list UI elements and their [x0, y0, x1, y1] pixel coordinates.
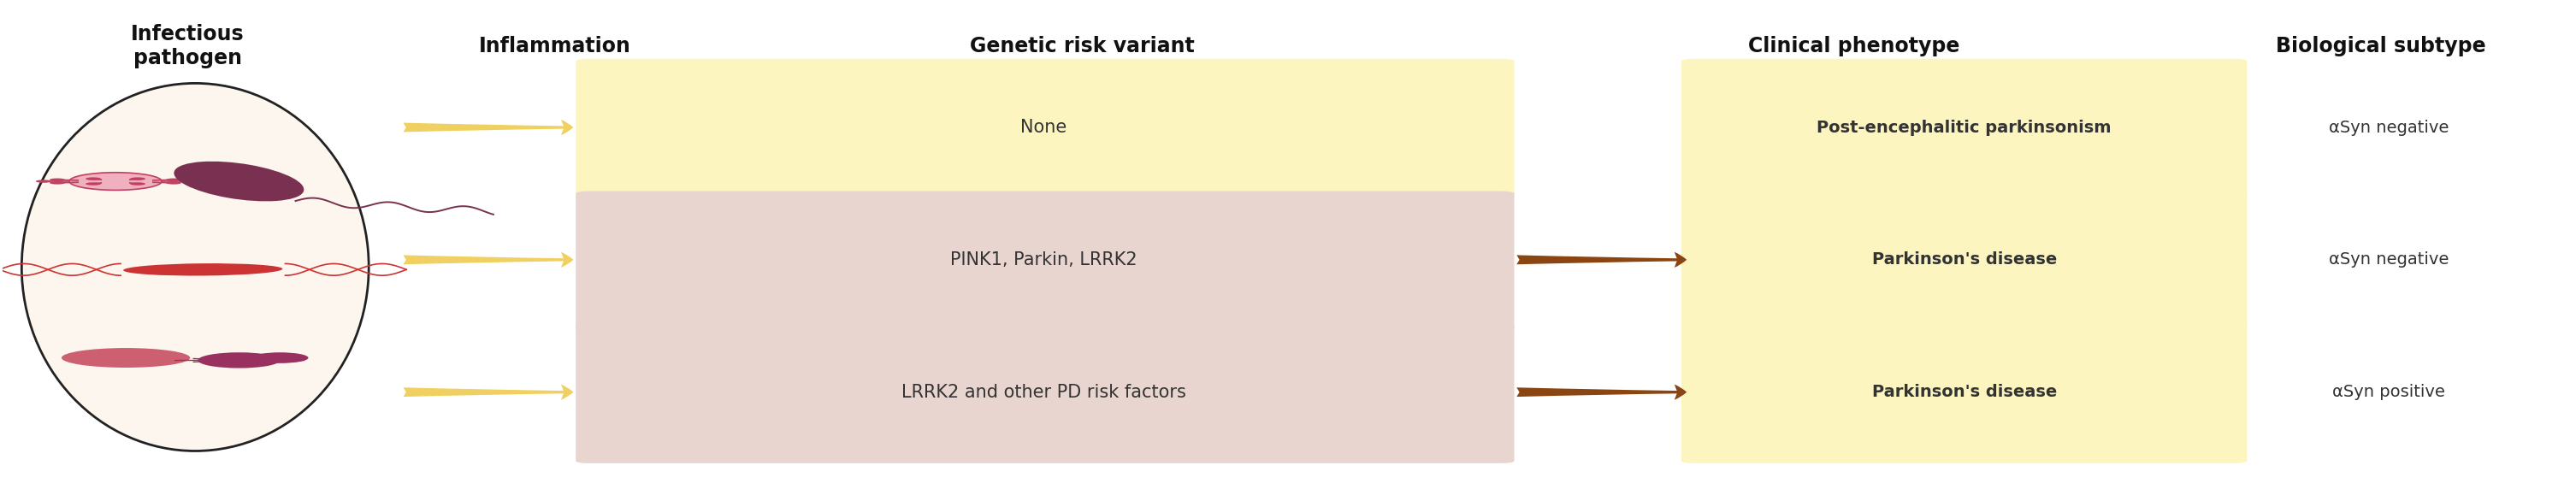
Circle shape — [36, 180, 52, 183]
Ellipse shape — [175, 161, 304, 201]
Circle shape — [70, 172, 162, 190]
Ellipse shape — [21, 83, 368, 451]
Circle shape — [85, 177, 100, 180]
Text: LRRK2 and other PD risk factors: LRRK2 and other PD risk factors — [902, 384, 1185, 400]
FancyBboxPatch shape — [577, 191, 1515, 331]
Circle shape — [165, 178, 180, 181]
Text: Clinical phenotype: Clinical phenotype — [1749, 36, 1960, 57]
FancyBboxPatch shape — [577, 59, 1515, 198]
Circle shape — [198, 352, 281, 368]
Text: Post-encephalitic parkinsonism: Post-encephalitic parkinsonism — [1816, 119, 2112, 136]
Text: Infectious
pathogen: Infectious pathogen — [131, 24, 245, 69]
Circle shape — [49, 178, 64, 181]
Text: Biological subtype: Biological subtype — [2275, 36, 2486, 57]
Circle shape — [252, 352, 309, 363]
Ellipse shape — [124, 263, 283, 276]
Text: αSyn negative: αSyn negative — [2329, 251, 2450, 268]
Ellipse shape — [62, 348, 191, 368]
FancyBboxPatch shape — [1682, 324, 2246, 463]
Circle shape — [165, 181, 180, 184]
Text: Inflammation: Inflammation — [479, 36, 631, 57]
Text: Parkinson's disease: Parkinson's disease — [1873, 251, 2056, 268]
FancyBboxPatch shape — [1682, 191, 2246, 331]
FancyBboxPatch shape — [1682, 59, 2246, 198]
Circle shape — [129, 182, 144, 185]
Text: αSyn positive: αSyn positive — [2331, 384, 2445, 400]
Text: Genetic risk variant: Genetic risk variant — [971, 36, 1195, 57]
Circle shape — [129, 177, 144, 180]
Text: None: None — [1020, 119, 1066, 136]
Circle shape — [180, 180, 196, 183]
FancyBboxPatch shape — [577, 324, 1515, 463]
Text: PINK1, Parkin, LRRK2: PINK1, Parkin, LRRK2 — [951, 251, 1136, 268]
Text: αSyn negative: αSyn negative — [2329, 119, 2450, 136]
Text: Parkinson's disease: Parkinson's disease — [1873, 384, 2056, 400]
Circle shape — [85, 182, 100, 185]
Circle shape — [49, 181, 64, 184]
